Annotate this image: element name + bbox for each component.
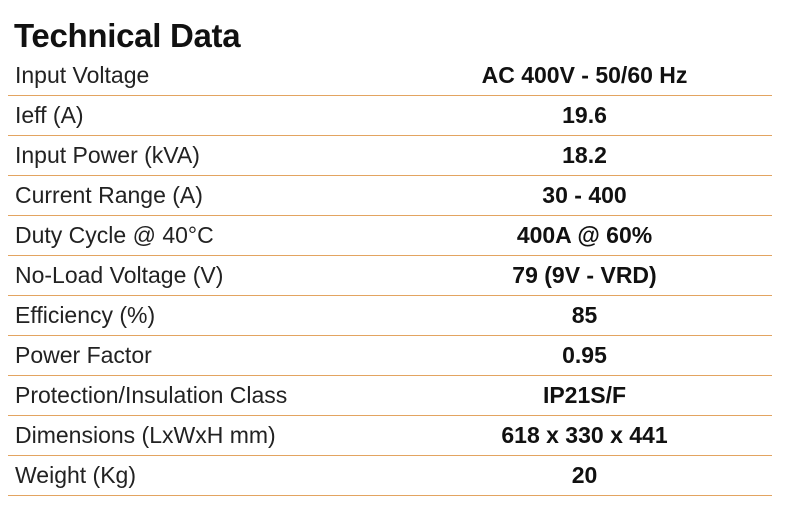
row-value: IP21S/F [415, 375, 772, 416]
table-row-current-range: Current Range (A) 30 - 400 [8, 175, 772, 216]
table-row-input-power: Input Power (kVA) 18.2 [8, 135, 772, 176]
row-label: Input Voltage [8, 56, 415, 96]
table-row-ieff: Ieff (A) 19.6 [8, 95, 772, 136]
table-row-power-factor: Power Factor 0.95 [8, 335, 772, 376]
table-row-dimensions: Dimensions (LxWxH mm) 618 x 330 x 441 [8, 415, 772, 456]
row-value: 0.95 [415, 335, 772, 376]
row-value: 19.6 [415, 95, 772, 136]
row-value: AC 400V - 50/60 Hz [415, 56, 772, 96]
row-value: 85 [415, 295, 772, 336]
row-label: Duty Cycle @ 40°C [8, 215, 415, 256]
row-value: 30 - 400 [415, 175, 772, 216]
row-label: Input Power (kVA) [8, 135, 415, 176]
table-row-duty-cycle: Duty Cycle @ 40°C 400A @ 60% [8, 215, 772, 256]
row-value: 18.2 [415, 135, 772, 176]
row-label: Dimensions (LxWxH mm) [8, 415, 415, 456]
table-row-efficiency: Efficiency (%) 85 [8, 295, 772, 336]
row-value: 20 [415, 455, 772, 496]
table-row-protection-class: Protection/Insulation Class IP21S/F [8, 375, 772, 416]
table-row-input-voltage: Input Voltage AC 400V - 50/60 Hz [8, 56, 772, 96]
row-label: Efficiency (%) [8, 295, 415, 336]
row-label: Current Range (A) [8, 175, 415, 216]
table-row-no-load-voltage: No-Load Voltage (V) 79 (9V - VRD) [8, 255, 772, 296]
row-value: 400A @ 60% [415, 215, 772, 256]
table-row-weight: Weight (Kg) 20 [8, 455, 772, 496]
row-value: 79 (9V - VRD) [415, 255, 772, 296]
row-label: Protection/Insulation Class [8, 375, 415, 416]
row-value: 618 x 330 x 441 [415, 415, 772, 456]
row-label: Ieff (A) [8, 95, 415, 136]
page-title: Technical Data [14, 17, 241, 54]
technical-data-table: Input Voltage AC 400V - 50/60 Hz Ieff (A… [8, 56, 772, 496]
row-label: Power Factor [8, 335, 415, 376]
row-label: Weight (Kg) [8, 455, 415, 496]
row-label: No-Load Voltage (V) [8, 255, 415, 296]
